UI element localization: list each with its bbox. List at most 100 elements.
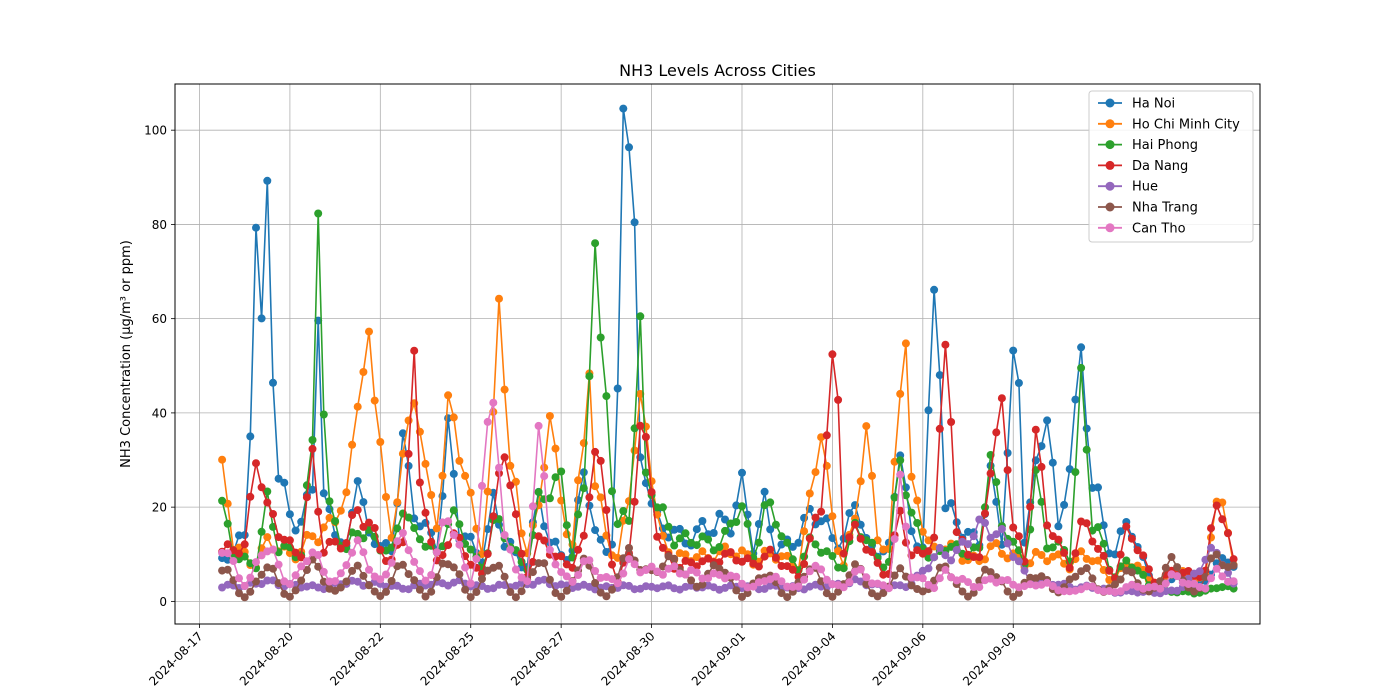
data-point: [839, 564, 848, 573]
data-point: [1229, 577, 1238, 586]
data-point: [500, 385, 509, 394]
data-point: [302, 493, 311, 502]
data-point: [715, 564, 724, 573]
y-tick-label: 100: [144, 124, 167, 138]
data-point: [1212, 501, 1221, 510]
data-point: [969, 553, 978, 561]
data-point: [387, 558, 396, 567]
data-point: [828, 534, 837, 543]
legend-swatch-marker: [1105, 98, 1115, 108]
data-point: [907, 472, 916, 481]
data-point: [839, 549, 848, 558]
data-point: [625, 143, 633, 152]
data-point: [969, 583, 978, 591]
data-point: [619, 507, 628, 515]
data-point: [704, 535, 713, 544]
data-point: [817, 565, 826, 574]
data-point: [1212, 564, 1221, 573]
data-point: [738, 468, 746, 477]
data-point: [432, 524, 441, 533]
data-point: [562, 521, 571, 530]
data-point: [365, 518, 373, 527]
data-point: [975, 583, 984, 592]
data-point: [511, 510, 520, 519]
data-point: [410, 557, 419, 566]
data-point: [1043, 416, 1052, 425]
data-point: [625, 555, 633, 564]
data-point: [528, 521, 537, 530]
data-point: [675, 524, 684, 533]
data-point: [291, 526, 300, 535]
data-point: [1122, 522, 1131, 531]
data-point: [415, 478, 424, 487]
data-point: [534, 488, 543, 497]
data-point: [252, 459, 260, 468]
data-point: [466, 579, 475, 588]
data-point: [557, 552, 566, 561]
data-point: [331, 537, 340, 546]
data-point: [873, 558, 882, 567]
legend-label: Hue: [1132, 180, 1158, 195]
data-point: [596, 333, 605, 342]
data-point: [1116, 575, 1125, 584]
data-point: [992, 539, 1001, 548]
y-tick-label: 60: [152, 312, 167, 326]
data-point: [263, 487, 272, 496]
data-point: [856, 477, 865, 486]
data-point: [992, 530, 1001, 539]
chart-title: NH3 Levels Across Cities: [619, 61, 816, 80]
data-point: [274, 560, 283, 569]
data-point: [630, 218, 639, 227]
data-point: [506, 545, 515, 554]
data-point: [365, 327, 373, 336]
data-point: [828, 552, 837, 560]
data-point: [930, 553, 939, 562]
data-point: [822, 547, 831, 556]
data-point: [715, 509, 724, 518]
data-point: [1133, 546, 1142, 555]
data-point: [1003, 539, 1012, 548]
data-point: [1037, 551, 1046, 559]
data-point: [545, 494, 554, 503]
data-point: [489, 398, 498, 407]
data-point: [602, 506, 611, 514]
data-point: [1020, 557, 1029, 566]
data-point: [246, 492, 255, 501]
data-point: [1173, 563, 1182, 572]
data-point: [1218, 572, 1227, 581]
data-point: [302, 481, 311, 490]
data-point: [941, 340, 950, 349]
data-point: [308, 532, 317, 541]
legend-swatch-marker: [1105, 181, 1115, 191]
data-point: [461, 585, 470, 594]
data-point: [557, 467, 566, 476]
data-point: [1207, 533, 1215, 542]
data-point: [738, 502, 746, 511]
data-point: [551, 473, 560, 482]
data-point: [918, 574, 927, 583]
data-point: [455, 570, 464, 579]
data-point: [314, 562, 323, 571]
data-point: [1201, 584, 1210, 593]
data-point: [257, 551, 266, 560]
data-point: [975, 543, 984, 552]
data-point: [495, 294, 503, 303]
data-point: [274, 474, 283, 483]
data-point: [449, 469, 458, 478]
data-point: [331, 517, 340, 526]
data-point: [557, 496, 566, 505]
data-point: [235, 549, 243, 558]
data-point: [421, 508, 430, 517]
data-point: [670, 562, 679, 571]
data-point: [1009, 523, 1018, 532]
data-point: [913, 496, 922, 505]
data-point: [941, 565, 950, 574]
data-point: [466, 488, 475, 497]
data-point: [1060, 548, 1069, 557]
data-point: [788, 565, 797, 574]
data-point: [625, 516, 633, 525]
data-point: [534, 421, 543, 430]
data-point: [1054, 522, 1063, 531]
data-point: [319, 523, 328, 532]
data-point: [427, 587, 436, 596]
